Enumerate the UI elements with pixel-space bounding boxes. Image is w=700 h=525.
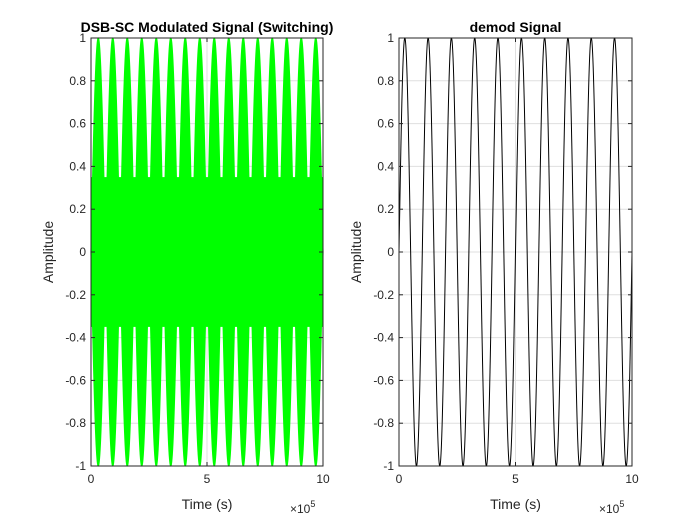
chart-title: DSB-SC Modulated Signal (Switching) bbox=[81, 19, 334, 35]
y-tick-label: -0.4 bbox=[373, 331, 394, 345]
chart-title: demod Signal bbox=[470, 19, 562, 35]
y-axis-label: Amplitude bbox=[40, 221, 56, 283]
y-tick-label: 0.8 bbox=[377, 74, 394, 88]
y-tick-label: 0.2 bbox=[377, 202, 394, 216]
y-tick-label: -1 bbox=[383, 459, 394, 473]
y-tick-label: 0 bbox=[387, 245, 394, 259]
y-tick-label: 0.4 bbox=[69, 159, 86, 173]
y-tick-label: 0 bbox=[79, 245, 86, 259]
x-axis-label: Time (s) bbox=[182, 496, 233, 512]
x-exponent-label: ×105 bbox=[599, 499, 624, 516]
x-exponent-label: ×105 bbox=[290, 499, 315, 516]
y-tick-label: -0.8 bbox=[373, 416, 394, 430]
chart-2: -1-0.8-0.6-0.4-0.200.20.40.60.810 5 10×105… bbox=[348, 19, 639, 516]
y-tick-label: -0.4 bbox=[65, 331, 86, 345]
series-demod-signal bbox=[398, 37, 633, 467]
x-tick-label: 5 bbox=[512, 472, 519, 486]
y-tick-label: -0.8 bbox=[65, 416, 86, 430]
y-axis-label: Amplitude bbox=[348, 221, 364, 283]
y-tick-label: -0.2 bbox=[65, 288, 86, 302]
y-tick-label: 0.4 bbox=[377, 159, 394, 173]
y-tick-label: -0.2 bbox=[373, 288, 394, 302]
y-tick-label: 0.8 bbox=[69, 74, 86, 88]
x-tick-label: 0 bbox=[88, 472, 95, 486]
y-tick-label: -0.6 bbox=[65, 373, 86, 387]
y-tick-label: 0.6 bbox=[69, 117, 86, 131]
series-carrier-band bbox=[91, 177, 323, 327]
y-tick-label: 0.2 bbox=[69, 202, 86, 216]
chart-1: -1-0.8-0.6-0.4-0.200.20.40.60.810 5 10×105… bbox=[40, 19, 333, 516]
y-tick-label: -1 bbox=[75, 459, 86, 473]
y-tick-label: 1 bbox=[387, 31, 394, 45]
x-tick-label: 10 bbox=[625, 472, 639, 486]
y-tick-label: 1 bbox=[79, 31, 86, 45]
x-tick-label: 10 bbox=[316, 472, 330, 486]
y-tick-label: -0.6 bbox=[373, 373, 394, 387]
x-axis-label: Time (s) bbox=[490, 496, 541, 512]
x-tick-label: 0 bbox=[396, 472, 403, 486]
x-tick-label: 5 bbox=[204, 472, 211, 486]
y-tick-label: 0.6 bbox=[377, 117, 394, 131]
